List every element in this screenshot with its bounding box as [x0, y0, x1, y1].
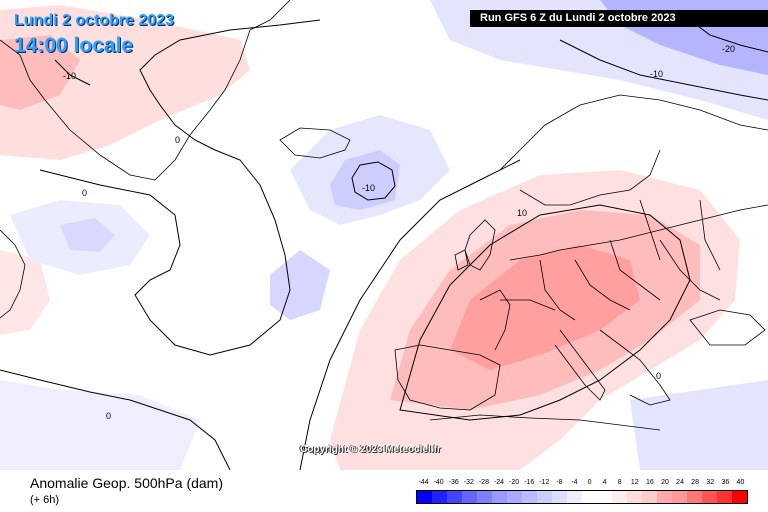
- legend-tick-labels: -44 -40 -36 -32 -28 -24 -20 -16 -12 -8 -4 0 4 8 12 16 20…: [411, 479, 749, 489]
- legend-swatch: [537, 491, 552, 503]
- parameter-title: Anomalie Geop. 500hPa (dam): [30, 475, 223, 491]
- legend-tick-label: -28: [478, 479, 489, 486]
- legend-swatch: [672, 491, 687, 503]
- legend-swatch: [732, 491, 747, 503]
- positive-anomaly-europe-core: [450, 245, 640, 370]
- contour-zero-europe: [299, 159, 521, 470]
- contour-label-zero-east: 0: [656, 371, 661, 381]
- legend-tick-label: -16: [524, 479, 535, 486]
- positive-anomaly-atlantic-left: [0, 250, 50, 335]
- legend-swatch: [447, 491, 462, 503]
- legend-tick-label: 20: [661, 479, 669, 486]
- legend-tick-label: -40: [433, 479, 444, 486]
- legend-tick-label: -12: [539, 479, 550, 486]
- legend-tick-label: 28: [691, 479, 700, 486]
- forecast-step: (+ 6h): [30, 494, 60, 506]
- legend-tick-label: -20: [509, 479, 520, 486]
- contour-minus-10-arctic: [559, 39, 768, 101]
- legend-swatch: [462, 491, 477, 503]
- negative-anomaly-atlantic: [270, 250, 330, 320]
- legend-tick-label: 0: [587, 479, 592, 486]
- legend-tick-label: 12: [630, 479, 639, 486]
- legend-tick-label: 40: [736, 479, 745, 486]
- color-scale-bar: [416, 490, 748, 504]
- legend-tick-label: 16: [646, 479, 654, 486]
- legend-tick-label: 24: [676, 479, 684, 486]
- europe-north-coast: [509, 204, 768, 261]
- contour-zero-south: [0, 369, 231, 470]
- copyright-credit: Copyright © 2023 Meteociel.fr: [300, 444, 441, 455]
- legend-tick-label: 8: [617, 479, 622, 486]
- contour-label-zero-labrador: 0: [82, 188, 87, 198]
- negative-anomaly-east: [630, 380, 768, 470]
- forecast-date: Lundi 2 octobre 2023: [14, 12, 175, 29]
- italy-coast: [554, 329, 606, 401]
- contour-10-europe: [399, 204, 691, 421]
- negative-anomaly-labrador-core: [60, 218, 115, 252]
- legend-swatch: [687, 491, 702, 503]
- legend-swatch: [417, 491, 432, 503]
- north-africa-coast: [429, 414, 661, 431]
- balkans-coast: [599, 329, 671, 406]
- legend-tick-label: 4: [602, 479, 607, 486]
- contour-label-minus-10-iceland: -10: [362, 183, 375, 193]
- borders-central: [500, 239, 661, 321]
- negative-anomaly-south: [0, 380, 200, 470]
- iceland-coast: [279, 127, 351, 159]
- british-isles: [454, 219, 496, 271]
- legend-swatch: [627, 491, 642, 503]
- black-sea-coast: [689, 309, 766, 346]
- legend-tick-label: 32: [706, 479, 715, 486]
- contour-label-10-europe: 10: [517, 208, 527, 218]
- contour-minus-10-greenland: [54, 59, 91, 86]
- scandinavia-south: [519, 149, 661, 206]
- forecast-local-time: 14:00 locale: [14, 34, 134, 57]
- legend-swatch: [522, 491, 537, 503]
- legend-swatch: [552, 491, 567, 503]
- legend-swatch: [702, 491, 717, 503]
- run-info-banner: Run GFS 6 Z du Lundi 2 octobre 2023: [470, 10, 768, 27]
- legend-tick-label: -32: [463, 479, 474, 486]
- legend-swatch: [567, 491, 582, 503]
- contour-label-minus-20: -20: [722, 44, 735, 54]
- legend-swatch: [717, 491, 732, 503]
- france-coast: [479, 289, 511, 351]
- legend-swatch: [507, 491, 522, 503]
- contour-minus-10-iceland: [351, 161, 396, 201]
- legend-swatch: [642, 491, 657, 503]
- coastlines: [0, 0, 768, 431]
- contour-lines: [0, 19, 768, 470]
- legend-tick-label: -44: [418, 479, 429, 486]
- contour-zero-north: [39, 19, 321, 356]
- legend-swatch: [477, 491, 492, 503]
- greenland-coast: [0, 0, 291, 181]
- positive-anomaly-greenland-core: [0, 35, 80, 110]
- labrador-coast: [0, 229, 26, 319]
- contour-minus-20: [689, 19, 768, 53]
- contour-labels: -20 -10 -10 0 0 -10 10 0 0: [63, 44, 735, 421]
- anomaly-map: -20 -10 -10 0 0 -10 10 0 0: [0, 0, 768, 470]
- legend-tick-label: -24: [493, 479, 505, 486]
- scandinavia-coast: [499, 94, 768, 171]
- iberia-coast: [394, 344, 501, 411]
- legend-swatch: [582, 491, 597, 503]
- legend-swatch: [612, 491, 627, 503]
- contour-label-zero-greenland: 0: [175, 135, 180, 145]
- legend-swatch: [492, 491, 507, 503]
- legend-swatch: [657, 491, 672, 503]
- contour-label-minus-10-arctic: -10: [650, 69, 663, 79]
- legend-swatch: [597, 491, 612, 503]
- contour-label-zero-south: 0: [106, 411, 111, 421]
- map-canvas: -20 -10 -10 0 0 -10 10 0 0: [0, 0, 768, 470]
- contour-label-minus-10-greenland: -10: [63, 71, 76, 81]
- legend-tick-label: -8: [556, 479, 563, 486]
- legend-tick-label: 36: [721, 479, 730, 486]
- legend-tick-label: -4: [571, 479, 578, 486]
- legend-swatch: [432, 491, 447, 503]
- legend-tick-label: -36: [448, 479, 459, 486]
